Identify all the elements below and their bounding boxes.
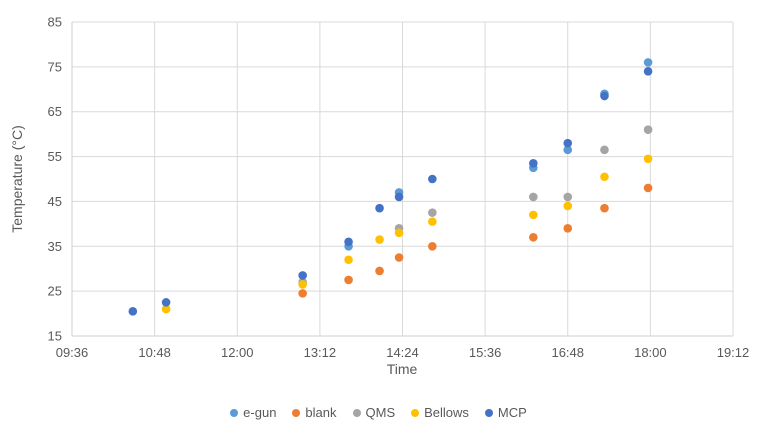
y-tick-label: 65 — [48, 104, 62, 119]
y-tick-label: 75 — [48, 59, 62, 74]
y-tick-label: 35 — [48, 239, 62, 254]
y-tick-label: 85 — [48, 15, 62, 30]
point-Bellows — [563, 201, 573, 211]
legend-item-QMS: QMS — [352, 405, 396, 420]
y-tick-label: 25 — [48, 284, 62, 299]
legend-label: blank — [305, 405, 337, 420]
x-tick-label: 16:48 — [551, 345, 584, 360]
x-tick-label: 10:48 — [138, 345, 171, 360]
point-MCP — [428, 174, 437, 184]
x-tick-label: 15:36 — [469, 345, 502, 360]
point-Bellows — [428, 217, 437, 226]
point-Bellows — [394, 228, 404, 238]
point-QMS — [600, 145, 609, 155]
point-QMS — [643, 125, 653, 134]
x-tick-label: 13:12 — [304, 345, 337, 360]
legend-item-Bellows: Bellows — [411, 406, 469, 419]
point-blank — [394, 253, 404, 262]
y-tick-label: 45 — [48, 194, 62, 209]
x-tick-label: 19:12 — [717, 345, 750, 360]
point-blank — [298, 289, 307, 298]
point-MCP — [128, 307, 138, 316]
legend-item-blank: blank — [292, 405, 337, 420]
x-tick-label: 12:00 — [221, 345, 254, 360]
y-axis-title: Temperature (°C) — [9, 125, 25, 233]
point-MCP — [643, 67, 653, 76]
x-axis-title: Time — [387, 361, 418, 377]
point-e-gun — [643, 58, 653, 67]
point-blank — [375, 266, 384, 276]
legend-marker-icon — [230, 408, 239, 417]
legend-marker-icon — [411, 408, 420, 417]
point-Bellows — [298, 280, 307, 289]
point-e-gun — [563, 145, 573, 155]
point-Bellows — [600, 172, 609, 182]
y-tick-label: 15 — [48, 329, 62, 344]
legend-marker-icon — [484, 408, 493, 417]
legend-label: QMS — [365, 405, 396, 420]
point-blank — [600, 203, 609, 213]
point-MCP — [344, 237, 353, 247]
y-tick-label: 55 — [48, 149, 62, 164]
legend: e-gun blank QMS Bellows MCP — [0, 406, 757, 419]
legend-marker-icon — [352, 408, 361, 417]
legend-label: Bellows — [424, 405, 469, 420]
point-blank — [643, 183, 653, 193]
point-MCP — [600, 91, 609, 101]
x-tick-label: 18:00 — [634, 345, 667, 360]
point-MCP — [375, 203, 384, 213]
point-MCP — [161, 298, 171, 307]
point-MCP — [563, 138, 573, 148]
data-points — [128, 58, 653, 316]
point-blank — [428, 241, 437, 251]
legend-item-e-gun: e-gun — [230, 406, 276, 419]
point-blank — [529, 233, 538, 242]
x-tick-label: 14:24 — [386, 345, 419, 360]
point-MCP — [298, 271, 307, 280]
point-blank — [344, 275, 353, 285]
gridlines — [71, 21, 734, 337]
point-Bellows — [375, 235, 384, 244]
point-Bellows — [344, 255, 353, 265]
point-MCP — [394, 192, 404, 202]
axis-tick-labels: 15 25 35 45 55 65 75 85 09:36 10:48 12:00 13:12 14:2… — [48, 15, 750, 361]
point-Bellows — [643, 154, 653, 164]
legend-marker-icon — [292, 408, 301, 417]
point-Bellows — [161, 304, 171, 314]
point-blank — [563, 224, 573, 233]
point-QMS — [529, 192, 538, 202]
point-Bellows — [529, 210, 538, 220]
x-tick-label: 09:36 — [56, 345, 89, 360]
legend-label: MCP — [497, 405, 527, 420]
legend-item-MCP: MCP — [484, 405, 527, 420]
point-QMS — [563, 192, 573, 202]
point-QMS — [428, 208, 437, 217]
point-MCP — [529, 159, 538, 168]
legend-label: e-gun — [243, 405, 277, 420]
